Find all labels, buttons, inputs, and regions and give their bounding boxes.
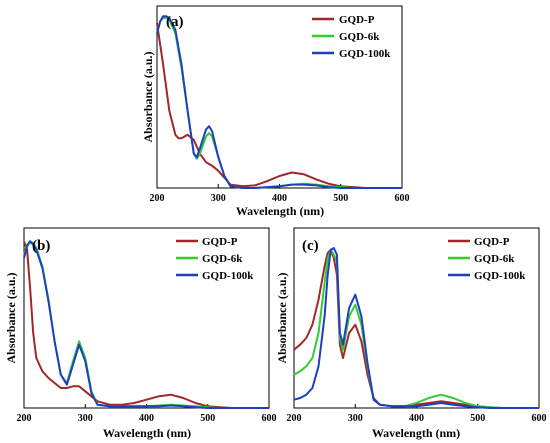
series-line-gqd-100k-b [23, 240, 269, 409]
x-tick-label-c-600: 600 [532, 413, 547, 424]
x-ticks-b: 200 300 400 500 600 [17, 404, 277, 424]
legend-label-gqd-100k-b: GQD-100k [202, 270, 254, 282]
series-layer-b [23, 240, 269, 409]
series-line-gqd-100k-a [156, 15, 402, 189]
panel-label-b: (b) [32, 238, 50, 254]
series-layer-c [293, 247, 539, 409]
legend-label-gqd-6k-a: GQD-6k [339, 31, 380, 43]
x-axis-title-b: Wavelength (nm) [103, 426, 191, 440]
panel-b: 200 300 400 500 600 (b) Wavelength (nm) Abso… [4, 227, 277, 440]
x-tick-label-c-500: 500 [470, 413, 485, 424]
legend-label-gqd-p-b: GQD-P [202, 236, 238, 248]
x-tick-label-b-400: 400 [139, 413, 154, 424]
x-tick-label-a-300: 300 [211, 193, 226, 204]
x-tick-label-b-600: 600 [262, 413, 277, 424]
series-line-gqd-p-b [23, 240, 269, 409]
x-tick-label-a-400: 400 [272, 193, 287, 204]
panel-a: 200 300 400 500 600 (a) Wavelength (nm) Abso… [141, 5, 410, 218]
y-axis-title-c: Absorbance (a.u.) [275, 272, 289, 363]
x-tick-label-a-600: 600 [395, 193, 410, 204]
series-line-gqd-6k-b [23, 240, 269, 409]
y-axis-title-b: Absorbance (a.u.) [4, 272, 18, 363]
legend-a: GQD-P GQD-6k GQD-100k [312, 14, 391, 60]
legend-b: GQD-P GQD-6k GQD-100k [176, 236, 254, 282]
panel-c: 200 300 400 500 600 (c) Wavelength (nm) Abso… [275, 227, 547, 440]
legend-label-gqd-6k-c: GQD-6k [474, 253, 515, 265]
x-tick-label-c-400: 400 [409, 413, 424, 424]
x-axis-title-c: Wavelength (nm) [372, 426, 460, 440]
series-line-gqd-100k-c [293, 247, 539, 409]
series-line-gqd-6k-a [156, 17, 402, 189]
panel-label-c: (c) [302, 238, 319, 254]
x-tick-label-a-500: 500 [333, 193, 348, 204]
x-axis-title-a: Wavelength (nm) [236, 204, 324, 218]
series-layer-a [156, 15, 402, 189]
panel-label-a: (a) [166, 14, 184, 30]
legend-label-gqd-p-c: GQD-P [474, 236, 510, 248]
legend-label-gqd-100k-a: GQD-100k [339, 48, 391, 60]
x-tick-label-b-300: 300 [78, 413, 93, 424]
legend-label-gqd-100k-c: GQD-100k [474, 270, 526, 282]
y-axis-title-a: Absorbance (a.u.) [141, 51, 155, 142]
x-tick-label-c-300: 300 [348, 413, 363, 424]
x-tick-label-a-200: 200 [150, 193, 165, 204]
x-tick-label-c-200: 200 [287, 413, 302, 424]
legend-label-gqd-6k-b: GQD-6k [202, 253, 243, 265]
legend-c: GQD-P GQD-6k GQD-100k [448, 236, 526, 282]
x-tick-label-b-500: 500 [200, 413, 215, 424]
x-tick-label-b-200: 200 [17, 413, 32, 424]
legend-label-gqd-p-a: GQD-P [339, 14, 375, 26]
